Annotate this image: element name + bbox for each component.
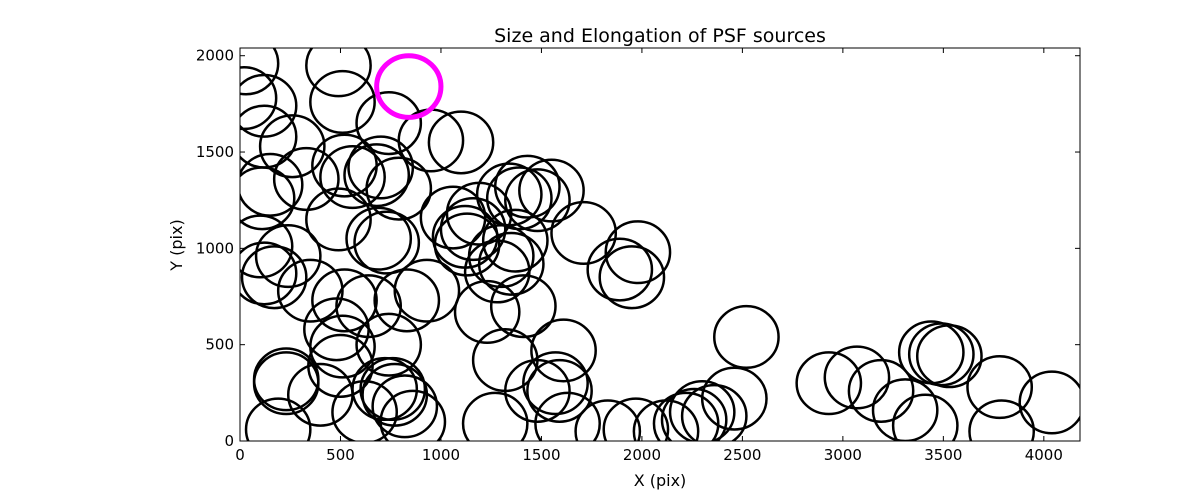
psf-source-marker [379,389,447,441]
psf-source-marker [272,146,340,212]
psf-source-marker [475,162,543,227]
psf-source-marker [276,258,344,323]
psf-source-marker [680,383,748,441]
psf-source-marker [240,214,294,279]
psf-source-marker [353,210,421,275]
psf-source-marker [489,274,557,339]
psf-source-marker [1018,370,1080,435]
psf-source-marker [305,48,372,98]
psf-source-marker [305,187,372,252]
psf-source-marker [453,279,521,345]
y-tick-label: 1000 [196,239,234,257]
psf-source-marker [240,166,296,231]
y-axis-label: Y (pix) [167,219,186,271]
psf-source-marker [355,312,423,377]
psf-source-marker [713,304,780,370]
psf-source-marker [254,223,322,289]
psf-source-marker [240,66,278,131]
psf-source-marker [534,391,601,441]
psf-source-marker [286,362,354,427]
plot-frame [239,47,1081,442]
psf-source-marker [522,351,589,416]
psf-source-marker [463,239,531,304]
y-tick-label: 1500 [196,143,234,161]
psf-source-marker [493,154,561,219]
y-tick-label: 500 [205,336,234,354]
psf-source-marker [258,114,326,179]
psf-source-marker [504,358,571,423]
psf-source-marker [240,152,304,217]
psf-source-marker [968,399,1036,441]
psf-source-marker [252,351,320,416]
psf-source-marker [485,166,553,231]
psf-source-marker [604,220,672,285]
psf-source-marker [433,212,501,277]
tick-layer: 0 500 1000 1500 2000 2500 3000 3500 4000 0 500 1000… [196,47,1080,464]
psf-source-marker [427,110,495,175]
x-axis-label: X (pix) [634,471,687,490]
psf-source-marker [915,324,983,389]
psf-source-marker [240,48,280,96]
x-tick-label: 2000 [623,446,661,464]
x-tick-label: 1000 [422,446,460,464]
x-tick-label: 1500 [522,446,560,464]
x-tick-label: 3500 [924,446,962,464]
psf-source-marker [847,358,915,423]
psf-source-marker [477,231,545,296]
psf-source-marker [871,378,939,441]
psf-source-marker [371,374,439,439]
psf-source-marker [347,135,415,200]
psf-source-marker [311,268,378,333]
x-tick-label: 500 [326,446,355,464]
psf-source-marker [550,200,618,266]
psf-source-marker [504,168,571,233]
psf-source-marker [240,241,298,306]
y-tick-label: 0 [224,432,234,450]
x-tick-label: 3000 [824,446,862,464]
psf-source-marker [586,237,654,302]
psf-source-marker [652,391,720,441]
x-tick-label: 0 [235,446,245,464]
psf-source-marker [823,345,891,410]
highlighted-source-marker [374,53,444,120]
psf-source-marker [309,314,376,379]
psf-source-marker [574,399,642,441]
y-tick-label: 2000 [196,47,234,65]
psf-source-marker [244,397,312,441]
psf-source-marker [345,206,413,271]
x-tick-label: 2500 [723,446,761,464]
psf-source-marker [530,318,597,383]
psf-source-marker [518,158,585,223]
psf-source-marker [700,366,768,431]
marker-layer [240,48,1080,441]
psf-source-marker [240,245,308,310]
psf-source-marker [240,73,298,138]
psf-source-marker [393,258,461,323]
psf-source-marker [461,391,529,441]
psf-source-marker [373,268,441,333]
x-tick-label: 4000 [1025,446,1063,464]
psf-source-marker [439,197,507,262]
psf-source-marker [343,143,411,208]
psf-source-marker [660,387,728,441]
psf-source-marker [795,351,863,416]
psf-source-marker [526,358,593,423]
psf-source-marker [309,69,376,135]
psf-source-marker [891,393,959,441]
psf-source-marker [365,156,433,221]
psf-source-marker [319,145,386,210]
psf-source-marker [481,208,549,273]
chart-title: Size and Elongation of PSF sources [494,25,826,47]
psf-source-marker [359,356,427,422]
psf-source-marker [668,380,736,441]
psf-source-marker [598,245,666,310]
psf-source-marker [355,91,423,156]
psf-source-marker [602,397,670,441]
psf-source-marker [966,354,1034,420]
